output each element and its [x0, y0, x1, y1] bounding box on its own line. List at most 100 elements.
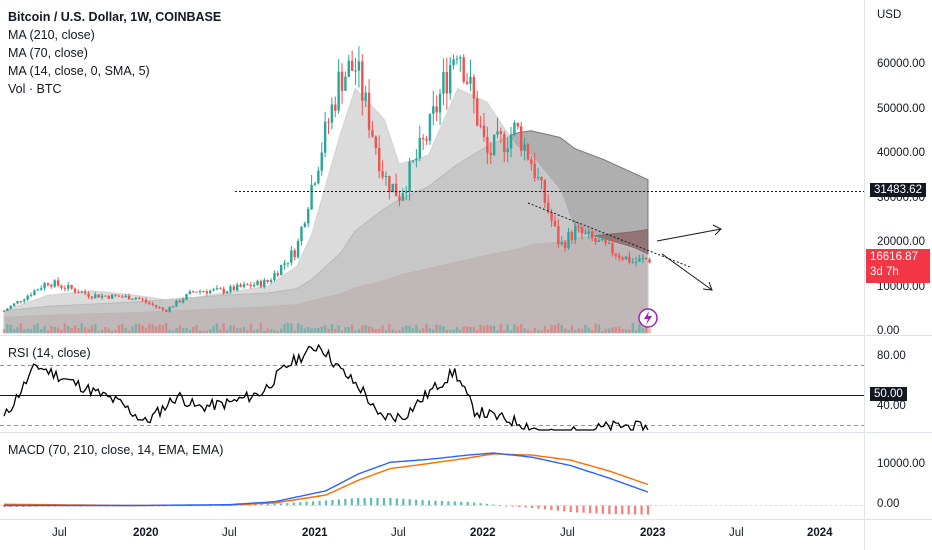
- arrow-down-right-icon[interactable]: [661, 253, 713, 291]
- candle-body[interactable]: [340, 71, 344, 91]
- candle-body[interactable]: [134, 297, 138, 300]
- candle-body[interactable]: [641, 258, 645, 260]
- candle-body[interactable]: [590, 231, 594, 239]
- candle-body[interactable]: [526, 144, 530, 160]
- candle-body[interactable]: [23, 299, 26, 302]
- candle-body[interactable]: [570, 231, 574, 240]
- candle-body[interactable]: [465, 81, 469, 84]
- candle-body[interactable]: [110, 294, 114, 299]
- candle-body[interactable]: [29, 295, 33, 297]
- candle-body[interactable]: [364, 92, 367, 101]
- candle-body[interactable]: [455, 58, 459, 60]
- candle-body[interactable]: [347, 60, 350, 77]
- candle-body[interactable]: [310, 184, 313, 210]
- candle-body[interactable]: [513, 122, 516, 135]
- candle-body[interactable]: [208, 290, 212, 294]
- candle-body[interactable]: [195, 291, 198, 293]
- candle-body[interactable]: [492, 134, 496, 155]
- symbol-title[interactable]: Bitcoin / U.S. Dollar, 1W, COINBASE: [8, 10, 222, 24]
- candle-body[interactable]: [421, 137, 425, 140]
- candle-body[interactable]: [482, 125, 486, 137]
- candle-body[interactable]: [334, 104, 337, 111]
- candle-body[interactable]: [63, 287, 67, 289]
- candle-body[interactable]: [628, 256, 631, 263]
- candle-body[interactable]: [229, 286, 232, 292]
- candle-body[interactable]: [141, 298, 144, 300]
- candle-body[interactable]: [90, 296, 94, 299]
- candle-body[interactable]: [462, 57, 465, 82]
- candle-body[interactable]: [330, 104, 334, 123]
- candle-body[interactable]: [563, 242, 567, 249]
- candle-body[interactable]: [618, 255, 621, 258]
- candle-body[interactable]: [367, 92, 371, 131]
- candle-body[interactable]: [648, 259, 651, 263]
- candle-body[interactable]: [415, 158, 418, 161]
- candle-body[interactable]: [398, 196, 401, 201]
- legend-volume[interactable]: Vol · BTC: [8, 82, 62, 96]
- candle-body[interactable]: [205, 291, 209, 294]
- candle-body[interactable]: [2, 310, 6, 312]
- last-price-badge[interactable]: 16616.87 3d 7h: [866, 249, 930, 283]
- candle-body[interactable]: [317, 170, 320, 184]
- macd-legend[interactable]: MACD (70, 210, close, 14, EMA, EMA): [8, 443, 224, 457]
- candle-body[interactable]: [432, 106, 435, 114]
- candle-body[interactable]: [361, 61, 364, 101]
- candle-body[interactable]: [158, 306, 161, 308]
- candle-body[interactable]: [496, 131, 499, 135]
- candle-body[interactable]: [290, 250, 293, 263]
- candle-body[interactable]: [188, 291, 192, 295]
- candle-body[interactable]: [574, 226, 577, 240]
- candle-body[interactable]: [94, 294, 97, 299]
- level-price-badge[interactable]: 31483.62: [870, 183, 926, 197]
- candle-body[interactable]: [476, 98, 479, 126]
- candle-body[interactable]: [624, 256, 628, 260]
- rsi-value-badge[interactable]: 50.00: [870, 387, 907, 401]
- candle-body[interactable]: [459, 57, 462, 59]
- candle-body[interactable]: [124, 295, 127, 298]
- candle-body[interactable]: [236, 284, 239, 291]
- candle-body[interactable]: [384, 175, 388, 177]
- candle-body[interactable]: [259, 280, 263, 287]
- candle-body[interactable]: [296, 240, 300, 258]
- candle-body[interactable]: [631, 261, 634, 263]
- candle-body[interactable]: [56, 280, 60, 286]
- candle-body[interactable]: [39, 288, 43, 290]
- candle-body[interactable]: [374, 136, 378, 149]
- candle-body[interactable]: [567, 231, 570, 249]
- candle-body[interactable]: [283, 263, 286, 266]
- candle-body[interactable]: [486, 136, 489, 153]
- candle-body[interactable]: [97, 294, 100, 298]
- candle-body[interactable]: [307, 209, 310, 224]
- candle-body[interactable]: [489, 152, 492, 155]
- candle-body[interactable]: [104, 295, 107, 297]
- candle-body[interactable]: [242, 284, 246, 287]
- candle-body[interactable]: [246, 284, 249, 286]
- candle-body[interactable]: [553, 220, 557, 227]
- candle-body[interactable]: [472, 76, 476, 99]
- candle-body[interactable]: [499, 131, 503, 134]
- candle-body[interactable]: [388, 175, 391, 193]
- candle-body[interactable]: [503, 133, 506, 153]
- candle-body[interactable]: [6, 308, 9, 311]
- candle-body[interactable]: [131, 299, 134, 301]
- candle-body[interactable]: [73, 288, 77, 293]
- candle-body[interactable]: [540, 177, 543, 181]
- candle-body[interactable]: [222, 288, 225, 294]
- candle-body[interactable]: [87, 293, 90, 297]
- candle-body[interactable]: [151, 303, 154, 305]
- candle-body[interactable]: [279, 265, 283, 276]
- candle-body[interactable]: [408, 161, 411, 192]
- candle-body[interactable]: [107, 295, 110, 299]
- candle-body[interactable]: [249, 285, 252, 287]
- candle-body[interactable]: [161, 307, 165, 310]
- candle-body[interactable]: [293, 250, 296, 258]
- candle-body[interactable]: [378, 148, 381, 172]
- candle-body[interactable]: [479, 125, 482, 127]
- candle-body[interactable]: [26, 295, 29, 300]
- candle-body[interactable]: [584, 233, 587, 235]
- candle-body[interactable]: [645, 258, 648, 260]
- candle-body[interactable]: [50, 284, 53, 287]
- candle-body[interactable]: [266, 280, 269, 282]
- candle-body[interactable]: [181, 299, 185, 303]
- candle-body[interactable]: [144, 299, 148, 303]
